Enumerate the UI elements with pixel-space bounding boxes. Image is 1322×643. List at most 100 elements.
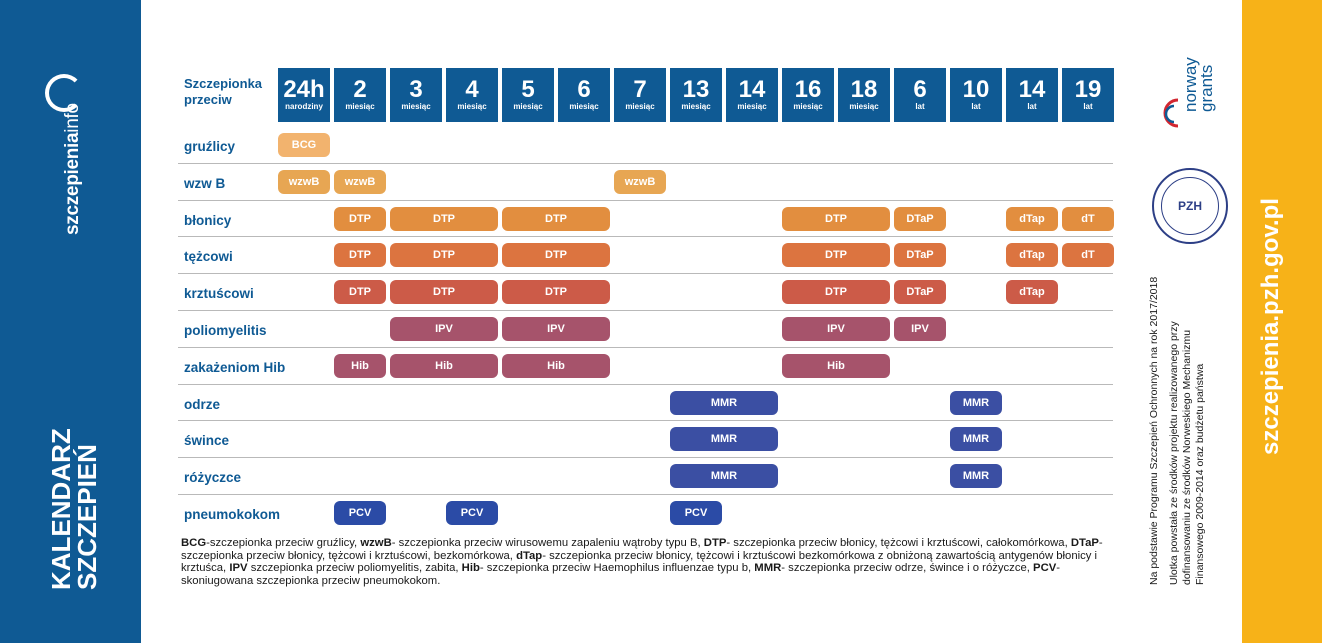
row-divider: [178, 273, 1113, 274]
row-divider: [178, 163, 1113, 164]
age-header-cell: 14 miesiąc: [726, 68, 778, 122]
site-url[interactable]: szczepienia.pzh.gov.pl: [1257, 198, 1284, 455]
legend: BCG-szczepionka przeciw gruźlicy, wzwB- …: [181, 537, 1111, 587]
vaccine-dose-bar: DTP: [334, 280, 386, 304]
vaccine-dose-bar: DTP: [782, 207, 890, 231]
legend-description: szczepionka przeciw poliomyelitis, zabit…: [247, 562, 462, 575]
vaccine-dose-bar: DTP: [334, 243, 386, 267]
legend-abbrev: dTap: [516, 549, 543, 562]
age-header-cell: 3 miesiąc: [390, 68, 442, 122]
title-line-2: SZCZEPIEŃ: [72, 444, 102, 590]
age-number: 7: [633, 76, 647, 103]
age-number: 6: [913, 76, 927, 103]
side-note-line: dofinansowaniu ze środków Norweskiego Me…: [1181, 329, 1193, 585]
row-divider: [178, 384, 1113, 385]
age-header-cell: 18 miesiąc: [838, 68, 890, 122]
vaccine-row-label: różyczce: [184, 470, 242, 486]
logo-suffix: info: [62, 103, 83, 133]
legend-description: - szczepionka przeciw Haemophilus influe…: [479, 562, 755, 575]
age-unit: miesiąc: [569, 102, 599, 111]
vaccine-dose-bar: MMR: [670, 464, 778, 488]
row-divider: [178, 236, 1113, 237]
side-note-line: Na podstawie Programu Szczepień Ochronny…: [1148, 276, 1160, 585]
vaccine-dose-bar: wzwB: [614, 170, 666, 194]
page-title: KALENDARZ SZCZEPIEŃ: [46, 428, 102, 590]
brand-logo: szczepieniainfo: [62, 103, 84, 235]
vaccine-dose-bar: Hib: [390, 354, 498, 378]
vaccine-row-label: gruźlicy: [184, 139, 236, 154]
norway-line-2: grants: [1197, 64, 1216, 112]
age-number: 4: [465, 76, 479, 103]
vaccine-row-label: tężcowi: [184, 249, 233, 265]
vaccine-row-label: wzw B: [184, 175, 226, 191]
vaccine-dose-bar: DTP: [390, 207, 498, 231]
age-number: 2: [353, 76, 367, 103]
institute-seal-icon: PZH: [1152, 168, 1228, 244]
legend-abbrev: MMR: [754, 562, 782, 575]
vaccine-dose-bar: PCV: [670, 501, 722, 525]
vaccine-dose-bar: IPV: [894, 317, 946, 341]
age-unit: miesiąc: [737, 102, 767, 111]
age-number: 5: [521, 76, 535, 103]
age-header-cell: 14 lat: [1006, 68, 1058, 122]
age-header-cell: 13 miesiąc: [670, 68, 722, 122]
vaccine-dose-bar: Hib: [334, 354, 386, 378]
vaccine-dose-bar: DTP: [782, 243, 890, 267]
vaccine-dose-bar: DTP: [334, 207, 386, 231]
vaccine-dose-bar: IPV: [502, 317, 610, 341]
norway-grants-mark-icon: [1163, 98, 1179, 128]
vaccine-row-label: błonicy: [184, 212, 232, 228]
age-number: 6: [577, 76, 591, 103]
age-header-cell: 2 miesiąc: [334, 68, 386, 122]
legend-abbrev: DTaP: [1070, 537, 1099, 549]
right-band: [1242, 0, 1322, 643]
age-unit: miesiąc: [401, 102, 431, 111]
age-number: 16: [794, 76, 822, 103]
vaccine-dose-bar: dTap: [1006, 280, 1058, 304]
vaccine-row-label: krztuścowi: [184, 286, 254, 302]
legend-abbrev: BCG: [181, 537, 207, 549]
age-unit: narodziny: [285, 102, 323, 111]
vaccine-row-label: pneumokokom: [184, 507, 281, 522]
legend-abbrev: wzwB: [360, 537, 392, 549]
vaccine-row-label: poliomyelitis: [184, 323, 267, 338]
side-note-line: Finansowego 2009-2014 oraz budżetu państ…: [1194, 363, 1206, 585]
row-divider: [178, 310, 1113, 311]
vaccine-dose-bar: DTP: [502, 280, 610, 304]
age-header-cell: 7 miesiąc: [614, 68, 666, 122]
age-header-cell: 4 miesiąc: [446, 68, 498, 122]
vaccine-row-label: odrze: [184, 396, 221, 412]
age-number: 14: [738, 76, 766, 103]
vaccine-dose-bar: DTaP: [894, 243, 946, 267]
age-unit: miesiąc: [849, 102, 879, 111]
vaccine-dose-bar: wzwB: [334, 170, 386, 194]
row-divider: [178, 494, 1113, 495]
vaccine-dose-bar: dTap: [1006, 243, 1058, 267]
age-number: 3: [409, 76, 423, 103]
age-header-cell: 6 miesiąc: [558, 68, 610, 122]
legend-description: -szczepionka przeciw gruźlicy,: [206, 537, 361, 549]
legend-abbrev: IPV: [229, 562, 248, 575]
row-divider: [178, 347, 1113, 348]
legend-abbrev: PCV: [1033, 562, 1057, 575]
vaccine-dose-bar: MMR: [670, 427, 778, 451]
vaccine-dose-bar: BCG: [278, 133, 330, 157]
vaccine-dose-bar: DTaP: [894, 207, 946, 231]
legend-description: - szczepionka przeciw wirusowemu zapalen…: [391, 537, 704, 549]
vaccine-row-label: zakażeniom Hib: [184, 359, 286, 375]
age-unit: miesiąc: [793, 102, 823, 111]
vaccine-dose-bar: IPV: [782, 317, 890, 341]
logo-main: szczepienia: [62, 132, 83, 235]
age-unit: miesiąc: [457, 102, 487, 111]
age-header-cell: 5 miesiąc: [502, 68, 554, 122]
age-header-cell: 19 lat: [1062, 68, 1114, 122]
header-label: Szczepionka przeciw: [184, 76, 263, 107]
seal-text: PZH: [1161, 177, 1219, 235]
vaccine-dose-bar: dT: [1062, 243, 1114, 267]
norway-grants-logo: norway grants: [1181, 57, 1216, 112]
age-number: 24h: [283, 76, 325, 103]
vaccine-dose-bar: PCV: [334, 501, 386, 525]
vaccine-dose-bar: Hib: [782, 354, 890, 378]
age-header-cell: 16 miesiąc: [782, 68, 834, 122]
age-unit: miesiąc: [681, 102, 711, 111]
